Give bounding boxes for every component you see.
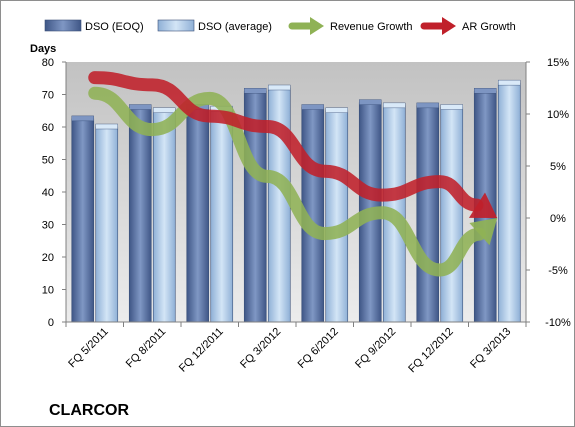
- x-tick-label-7: FQ 3/2013: [468, 326, 513, 371]
- legend-label-revenue-growth: Revenue Growth: [330, 21, 413, 33]
- legend-swatch-arrow-revenue-growth: [310, 17, 324, 35]
- series-line-ar-growth: [88, 71, 484, 212]
- bar-dso-average-7: [497, 82, 521, 323]
- x-tick-label-6: FQ 12/2012: [406, 326, 456, 376]
- x-tick-label-3: FQ 3/2012: [238, 326, 283, 371]
- bar-cap-0-5: [359, 99, 382, 105]
- series-arrowhead-revenue-growth: [469, 218, 498, 246]
- series-line-revenue-growth: [88, 86, 486, 277]
- x-tick-label-1: FQ 8/2011: [124, 326, 169, 371]
- bar-cap-0-3: [244, 88, 267, 94]
- bar-cap-0-4: [301, 104, 324, 110]
- x-tick-label-2: FQ 12/2011: [177, 326, 226, 375]
- y2-tick-label-0: -10%: [545, 317, 571, 329]
- x-tick-label-0: FQ 5/2011: [66, 326, 111, 371]
- y-tick-label-3: 30: [42, 220, 54, 232]
- bar-cap-1-0: [95, 123, 118, 130]
- bar-cap-1-7: [498, 79, 521, 86]
- y-tick-label-1: 10: [42, 285, 54, 297]
- legend: DSO (EOQ) DSO (average) Revenue Growth AR G…: [44, 17, 516, 35]
- y-tick-label-8: 80: [42, 57, 54, 69]
- bar-dso-eoq-2: [186, 107, 210, 323]
- y-axis-title: Days: [30, 43, 56, 55]
- lines-layer: [88, 71, 498, 277]
- y2-tick-label-3: 5%: [550, 161, 566, 173]
- bar-cap-0-7: [474, 88, 497, 94]
- y-tick-label-5: 50: [42, 155, 54, 167]
- x-tick-label-5: FQ 9/2012: [353, 326, 398, 371]
- bar-cap-1-1: [153, 107, 176, 113]
- legend-swatch-dso-average: [157, 19, 195, 32]
- bar-dso-eoq-1: [128, 107, 152, 323]
- legend-label-dso-eoq: DSO (EOQ): [85, 21, 144, 33]
- series-arrowhead-ar-growth: [468, 192, 498, 218]
- bar-dso-average-2: [210, 108, 234, 323]
- legend-label-ar-growth: AR Growth: [462, 21, 516, 33]
- bar-cap-0-0: [71, 115, 94, 122]
- bar-cap-1-5: [383, 102, 406, 109]
- y-tick-label-6: 60: [42, 122, 54, 134]
- bar-cap-0-6: [416, 102, 439, 109]
- y-tick-label-2: 20: [42, 252, 54, 264]
- y2-tick-label-4: 10%: [547, 109, 569, 121]
- legend-label-dso-average: DSO (average): [198, 21, 272, 33]
- bar-dso-eoq-6: [416, 105, 440, 323]
- bar-cap-1-6: [440, 104, 463, 110]
- y-tick-label-0: 0: [48, 317, 54, 329]
- y2-tick-label-5: 15%: [547, 57, 569, 69]
- bar-cap-1-4: [325, 107, 348, 113]
- company-name: CLARCOR: [49, 402, 129, 419]
- bar-dso-eoq-0: [71, 118, 95, 323]
- bar-dso-average-0: [95, 126, 119, 323]
- y2-tick-label-2: 0%: [550, 213, 566, 225]
- bar-dso-average-1: [152, 110, 176, 323]
- y-tick-label-7: 70: [42, 90, 54, 102]
- bar-dso-average-6: [440, 107, 464, 323]
- bar-cap-1-3: [268, 84, 291, 91]
- legend-swatch-arrow-ar-growth: [442, 17, 456, 35]
- y-tick-label-4: 40: [42, 187, 54, 199]
- legend-swatch-dso-eoq: [44, 19, 82, 32]
- bar-cap-0-1: [129, 104, 152, 110]
- bar-dso-average-4: [325, 110, 349, 323]
- x-tick-label-4: FQ 6/2012: [296, 326, 341, 371]
- y2-tick-label-1: -5%: [548, 265, 568, 277]
